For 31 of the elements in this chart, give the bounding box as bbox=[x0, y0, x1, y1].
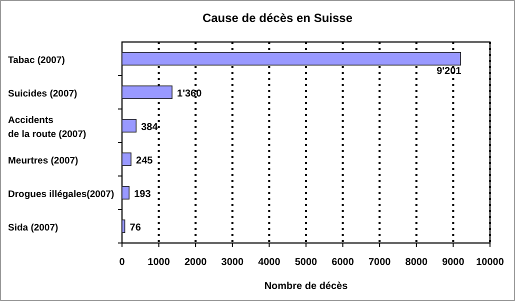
x-tick-label: 3000 bbox=[221, 257, 244, 268]
data-label: 193 bbox=[134, 188, 152, 200]
x-tick-label: 0 bbox=[119, 257, 126, 268]
bar bbox=[122, 152, 132, 166]
bar bbox=[122, 52, 461, 66]
bar bbox=[122, 186, 130, 200]
y-tick-label: Meurtres (2007) bbox=[8, 155, 78, 166]
y-tick-label: Tabac (2007) bbox=[8, 54, 65, 66]
x-tick-label: 9000 bbox=[442, 257, 465, 268]
x-tick-label: 7000 bbox=[368, 257, 392, 268]
bar bbox=[122, 118, 137, 133]
data-label: 9'201 bbox=[436, 66, 462, 78]
x-tick-label: 5000 bbox=[294, 257, 318, 268]
data-label: 1'360 bbox=[177, 88, 202, 100]
x-axis-title: Nombre de décès bbox=[264, 281, 348, 292]
y-tick-label: Sida (2007) bbox=[8, 222, 58, 234]
data-label: 384 bbox=[141, 122, 158, 133]
x-tick-label: 4000 bbox=[258, 257, 281, 268]
y-tick-label: Drogues illégales(2007) bbox=[8, 188, 114, 200]
x-tick-label: 2000 bbox=[184, 257, 208, 268]
x-tick-label: 1000 bbox=[148, 257, 170, 268]
x-tick-label: 6000 bbox=[332, 257, 354, 268]
chart-title: Cause de décès en Suisse bbox=[202, 11, 353, 25]
bar bbox=[122, 85, 172, 100]
x-tick-label: 10000 bbox=[476, 257, 504, 268]
y-tick-label: Suicides (2007) bbox=[8, 88, 78, 100]
data-label: 76 bbox=[130, 222, 142, 234]
x-tick-label: 8000 bbox=[405, 257, 428, 268]
y-tick-label: Accidents de la route (2007) bbox=[8, 114, 86, 140]
data-label: 245 bbox=[136, 155, 154, 166]
bar bbox=[122, 219, 126, 234]
